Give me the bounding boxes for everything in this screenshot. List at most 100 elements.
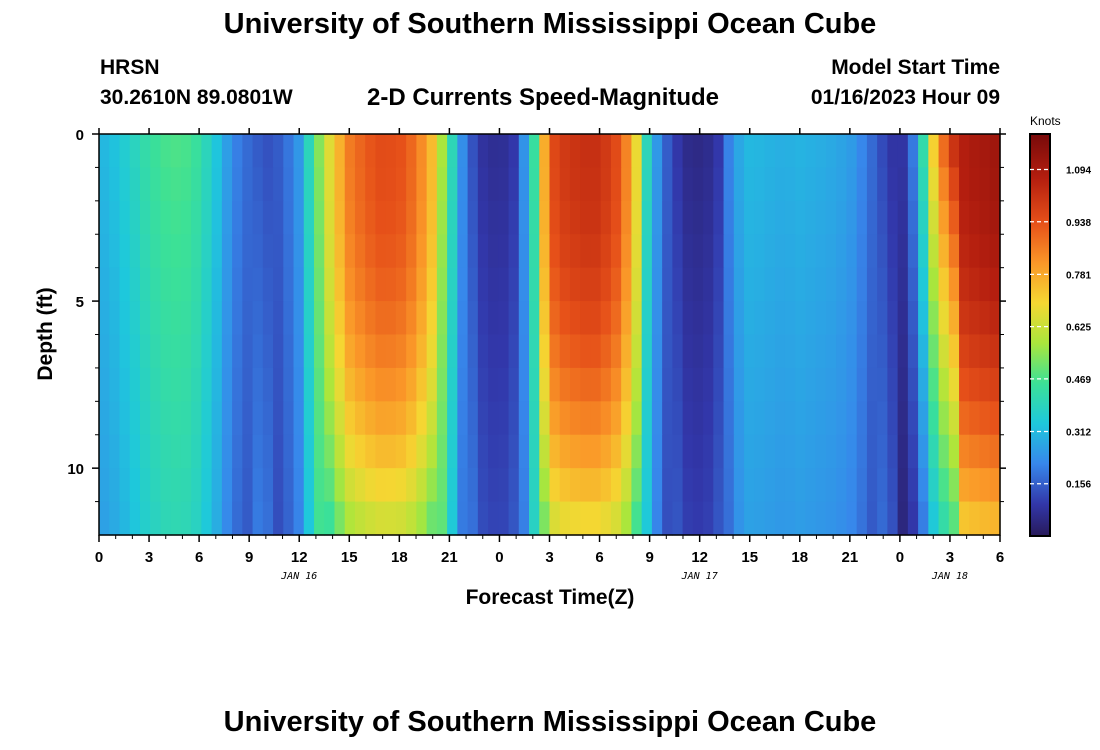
heatmap-cell (191, 301, 202, 336)
heatmap-cell (989, 367, 1001, 402)
heatmap-cell (211, 167, 223, 202)
heatmap-cell (682, 301, 694, 336)
heatmap-cell (436, 267, 448, 302)
heatmap-cell (846, 401, 858, 436)
heatmap-cell (774, 301, 786, 336)
heatmap-cell (375, 401, 387, 436)
heatmap-cell (232, 401, 243, 436)
heatmap-cell (334, 334, 346, 369)
heatmap-cell (354, 134, 366, 169)
heatmap-cell (119, 434, 131, 469)
heatmap-cell (651, 434, 663, 469)
heatmap-cell (549, 367, 561, 402)
heatmap-cell (928, 434, 940, 469)
heatmap-cell (324, 468, 336, 503)
heatmap-cell (395, 301, 407, 336)
y-axis-label: Depth (ft) (34, 287, 57, 380)
heatmap-cell (447, 234, 458, 269)
heatmap-cell (488, 167, 499, 202)
heatmap-cell (129, 468, 141, 503)
heatmap-cell (723, 267, 735, 302)
heatmap-cell (477, 468, 489, 503)
heatmap-cell (529, 267, 540, 302)
heatmap-cell (907, 334, 919, 369)
heatmap-cell (109, 134, 121, 169)
heatmap-cell (703, 301, 714, 336)
heatmap-cell (252, 134, 264, 169)
x-tick-label: 21 (441, 549, 458, 566)
heatmap-cell (488, 401, 499, 436)
heatmap-cell (273, 134, 284, 169)
heatmap-cell (518, 468, 530, 503)
heatmap-cell (139, 234, 151, 269)
heatmap-cell (334, 234, 346, 269)
heatmap-cell (99, 200, 110, 235)
heatmap-cell (191, 468, 202, 503)
colorbar-tick-label: 0.938 (1066, 218, 1091, 229)
heatmap-cell (621, 367, 633, 402)
heatmap-cell (815, 367, 827, 402)
heatmap-cell (283, 167, 295, 202)
heatmap-cell (293, 367, 305, 402)
heatmap-cell (129, 501, 141, 536)
heatmap-cell (610, 134, 622, 169)
colorbar-tick-label: 0.625 (1066, 323, 1091, 334)
heatmap-cell (938, 134, 950, 169)
heatmap-cell (887, 501, 899, 536)
heatmap-cell (129, 167, 141, 202)
colorbar-ticks: 1.094 0.938 0.781 0.625 0.469 0.312 0.156 (1030, 166, 1091, 491)
heatmap-cell (160, 200, 172, 235)
heatmap-cell (825, 267, 837, 302)
heatmap-cell (692, 434, 704, 469)
heatmap-cell (846, 301, 858, 336)
heatmap-cell (815, 301, 827, 336)
heatmap-cell (979, 501, 991, 536)
heatmap-cell (334, 468, 346, 503)
heatmap-cell (139, 501, 151, 536)
heatmap-cell (488, 234, 499, 269)
heatmap-cell (498, 167, 510, 202)
station-coordinates: 30.2610N 89.0801W (100, 86, 293, 109)
heatmap-cell (303, 234, 315, 269)
heatmap-cell (877, 134, 888, 169)
heatmap-cell (600, 200, 612, 235)
heatmap-cell (518, 501, 530, 536)
heatmap-cell (160, 334, 172, 369)
heatmap-cell (938, 234, 950, 269)
heatmap-cell (180, 200, 192, 235)
heatmap-cell (447, 434, 458, 469)
heatmap-cell (201, 134, 213, 169)
heatmap-cell (160, 468, 172, 503)
heatmap-cell (375, 234, 387, 269)
heatmap-cell (375, 434, 387, 469)
heatmap-cell (529, 334, 540, 369)
heatmap-cell (764, 367, 776, 402)
y-tick-label: 0 (76, 127, 84, 144)
heatmap-cell (416, 401, 428, 436)
heatmap-cell (590, 267, 602, 302)
heatmap-cell (467, 200, 479, 235)
heatmap-cell (498, 434, 510, 469)
heatmap-cell (395, 200, 407, 235)
heatmap-cell (907, 468, 919, 503)
heatmap-cell (232, 134, 243, 169)
heatmap-cell (314, 367, 325, 402)
heatmap-cell (395, 134, 407, 169)
heatmap-cell (283, 334, 295, 369)
heatmap-cell (580, 234, 592, 269)
heatmap-cell (539, 167, 551, 202)
heatmap-cell (211, 200, 223, 235)
heatmap-cell (518, 301, 530, 336)
heatmap-cell (539, 468, 551, 503)
heatmap-cell (836, 167, 848, 202)
heatmap-cell (948, 234, 960, 269)
heatmap-cell (395, 334, 407, 369)
heatmap-cell (795, 234, 807, 269)
heatmap-cell (784, 501, 796, 536)
heatmap-cell (334, 434, 346, 469)
heatmap-cell (682, 334, 694, 369)
heatmap-cell (119, 167, 131, 202)
heatmap-cell (549, 468, 561, 503)
heatmap-cell (559, 167, 571, 202)
heatmap-cell (866, 501, 878, 536)
